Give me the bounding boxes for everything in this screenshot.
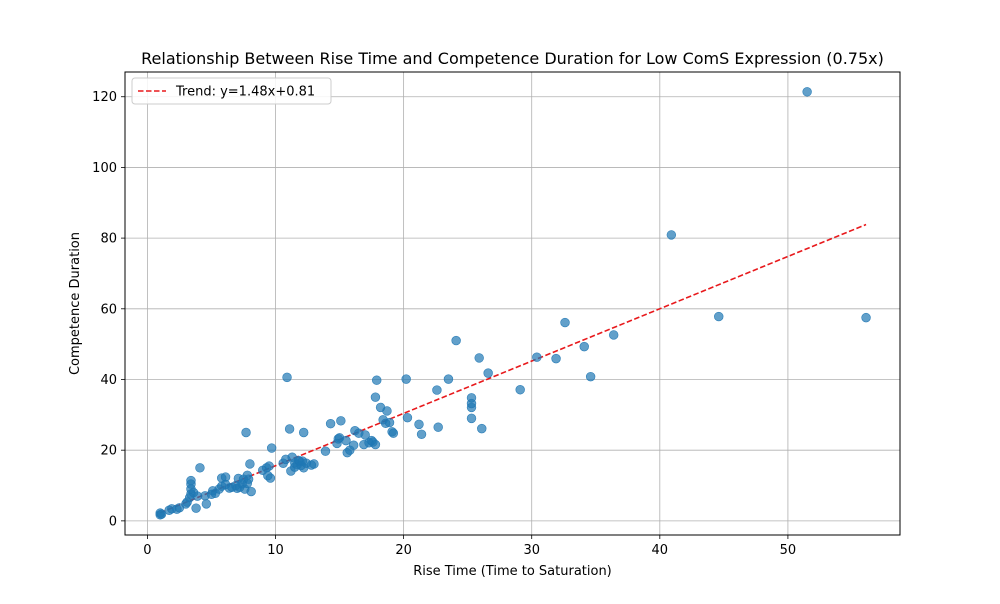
x-tick-label: 30	[523, 543, 540, 558]
data-point	[245, 459, 255, 469]
data-point	[309, 459, 319, 469]
data-point	[195, 463, 205, 473]
x-axis-label: Rise Time (Time to Saturation)	[413, 564, 612, 579]
data-point	[402, 412, 413, 423]
x-tick-label: 0	[143, 543, 151, 558]
y-tick-label: 20	[100, 444, 117, 459]
data-point	[579, 341, 589, 352]
data-point	[474, 353, 484, 363]
plot-frame	[124, 71, 901, 536]
y-tick-label: 100	[92, 161, 117, 176]
data-point	[265, 473, 276, 483]
data-point	[714, 311, 724, 322]
data-point	[298, 427, 309, 438]
data-point	[186, 475, 196, 486]
y-tick-label: 40	[100, 373, 117, 388]
data-point	[241, 427, 251, 438]
data-point	[466, 393, 477, 403]
data-point	[246, 486, 256, 497]
x-tick-label: 50	[780, 543, 797, 558]
data-point	[284, 424, 295, 434]
data-point	[191, 503, 201, 513]
data-point	[384, 417, 395, 428]
y-tick-label: 80	[100, 232, 117, 247]
x-tick-label: 20	[395, 543, 412, 558]
x-tick-label: 10	[267, 543, 284, 558]
data-point	[401, 374, 411, 384]
data-point	[282, 372, 292, 383]
data-point	[370, 392, 381, 402]
data-point	[243, 474, 254, 484]
data-point	[861, 312, 871, 323]
trend-line-layer	[159, 223, 867, 514]
data-point	[585, 371, 596, 382]
data-point	[416, 429, 427, 439]
data-point	[372, 375, 382, 385]
data-point	[560, 317, 570, 328]
data-point	[360, 430, 370, 440]
data-point	[666, 230, 677, 240]
y-tick-label: 120	[92, 90, 117, 105]
data-point	[802, 87, 812, 97]
data-point	[443, 374, 454, 384]
data-point	[532, 352, 542, 362]
data-point	[515, 385, 525, 395]
data-point	[325, 418, 336, 429]
chart-title: Relationship Between Rise Time and Compe…	[141, 49, 884, 68]
data-point	[432, 385, 442, 395]
data-point	[264, 461, 274, 471]
y-tick-label: 60	[100, 302, 117, 317]
data-point	[370, 439, 381, 450]
data-point	[466, 413, 477, 424]
legend: Trend: y=1.48x+0.81	[131, 77, 332, 105]
data-point	[201, 499, 212, 509]
data-point	[320, 446, 331, 456]
legend-box	[131, 77, 332, 105]
data-point	[388, 428, 399, 438]
data-point	[341, 435, 351, 446]
grid	[125, 72, 900, 535]
data-point	[382, 406, 392, 416]
y-axis-label: Competence Duration	[68, 232, 83, 375]
data-point	[156, 509, 167, 519]
data-point	[433, 422, 443, 432]
data-point	[266, 443, 277, 453]
y-tick-label: 0	[109, 514, 117, 529]
data-point	[451, 335, 461, 346]
trend-line	[159, 223, 867, 514]
data-point	[608, 330, 619, 340]
data-point	[348, 440, 359, 450]
data-points	[155, 87, 871, 520]
axis-ticks: 0 10 20 30 40 50 0 20 40 60 80 100 120	[92, 90, 796, 558]
data-point	[336, 416, 346, 426]
x-tick-label: 40	[652, 543, 669, 558]
data-point	[483, 368, 493, 378]
data-point	[414, 419, 424, 430]
data-point	[477, 423, 487, 434]
data-point	[551, 353, 561, 364]
legend-trend-label: Trend: y=1.48x+0.81	[175, 85, 315, 100]
